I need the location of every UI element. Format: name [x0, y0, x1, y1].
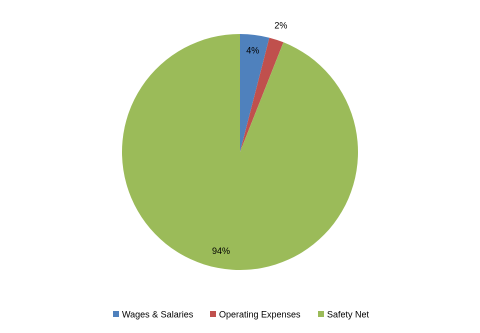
- legend-swatch: [318, 311, 324, 317]
- data-label: 4%: [246, 46, 259, 56]
- data-label: 94%: [212, 246, 230, 256]
- pie-slice: [240, 37, 284, 153]
- legend-label: Safety Net: [327, 309, 370, 319]
- legend-label: Wages & Salaries: [122, 309, 194, 319]
- legend-swatch: [210, 311, 216, 317]
- legend-label: Operating Expenses: [219, 309, 301, 319]
- data-label: 2%: [274, 21, 287, 31]
- pie-slice: [122, 34, 359, 271]
- pie-slice: [240, 34, 270, 152]
- legend-swatch: [113, 311, 119, 317]
